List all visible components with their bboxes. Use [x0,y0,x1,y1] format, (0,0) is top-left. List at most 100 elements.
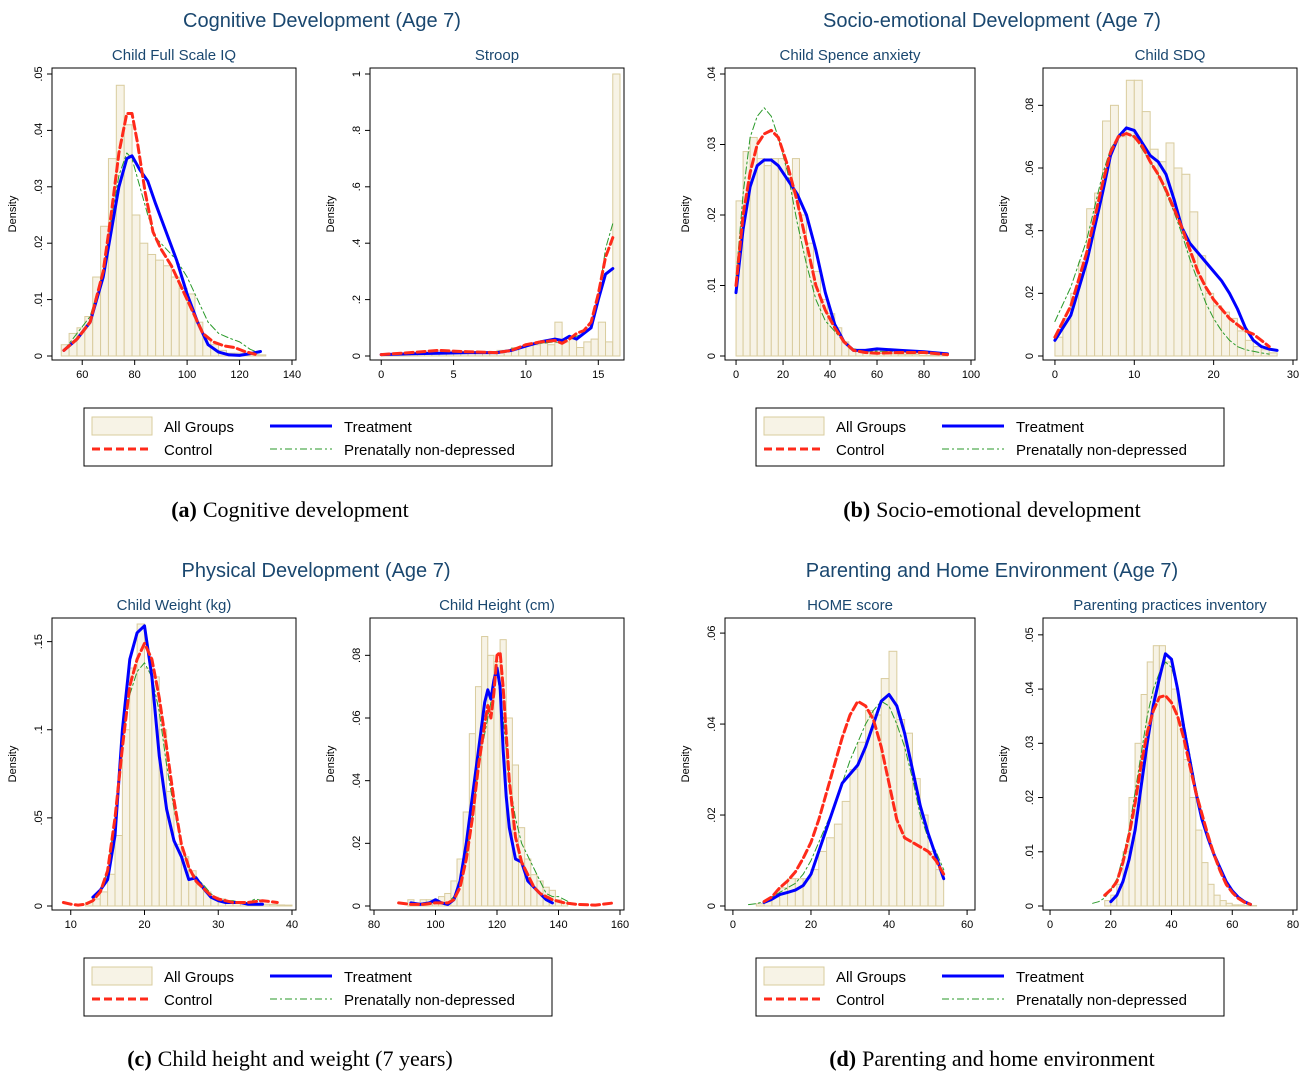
hist-bar [1183,759,1191,907]
hist-bar [784,179,793,357]
x-tick-label: 100 [178,369,196,381]
x-tick-label: 20 [1208,369,1220,381]
hist-bar [1244,339,1254,357]
y-tick-label: 0 [1024,903,1036,909]
hist-bar [1201,862,1209,907]
chart-5: Child Weight (kg) 10 20 30 40 0 .05 .1 .15 Densit… [7,597,298,931]
legend-all-label: All Groups [836,419,906,436]
x-tick-label: 160 [611,919,629,931]
hist-bar [857,741,867,907]
y-axis-label: Density [998,745,1010,782]
y-tick-label: .03 [706,137,718,152]
legend-control-label: Control [164,442,212,459]
y-axis-label: Density [998,195,1010,232]
y-tick-label: .06 [706,625,718,640]
plot-frame [51,617,297,911]
series-treatment-line [379,267,615,357]
y-tick-label: 0 [351,903,363,909]
x-tick-label: 40 [1165,919,1177,931]
y-tick-label: .04 [706,716,718,731]
y-tick-label: .02 [1024,286,1036,301]
hist-bar [1158,645,1166,907]
plot-frame [1042,67,1298,361]
hist-bar [826,837,835,907]
hist-bar [114,835,123,907]
series-treatment-line [762,693,946,904]
hist-bar [1149,148,1159,357]
x-tick-label: 40 [883,919,895,931]
x-tick-label: 80 [1287,919,1299,931]
hist-bar [1219,900,1227,907]
x-tick-label: 100 [962,369,980,381]
x-tick-label: 100 [426,919,444,931]
hist-bar [115,84,125,357]
hist-bar [1171,688,1179,907]
hist-bar [1205,292,1215,357]
hist-bar [818,850,828,907]
caption-b-label: (b) [843,497,870,522]
hist-bar [163,265,172,357]
chart-title: Child Height (cm) [439,597,555,614]
y-tick-label: .06 [351,710,363,725]
y-tick-label: 0 [33,353,45,359]
x-tick-label: 120 [230,369,248,381]
legend-box [83,407,553,467]
legend-all-swatch [91,966,153,986]
hist-bar [547,344,556,357]
caption-d: (d) Parenting and home environment [829,1046,1155,1071]
hist-bar [756,158,765,357]
hist-bar [1140,694,1148,907]
y-axis-label: Density [325,195,337,232]
hist-bar [841,800,851,907]
y-tick-label: .06 [1024,160,1036,175]
y-tick-label: 0 [1024,353,1036,359]
hist-bar [136,623,145,907]
hist-bar [1177,721,1185,907]
panel-c-title: Physical Development (Age 7) [181,560,450,582]
hist-bar [155,259,165,357]
y-tick-label: .05 [1024,627,1036,642]
hist-bar [1195,829,1203,907]
hist-bar [139,242,149,357]
y-tick-label: .01 [706,278,718,293]
hist-bar [131,214,141,357]
y-tick-label: .02 [33,236,45,251]
y-tick-label: .02 [706,807,718,822]
hist-bar [794,878,804,907]
series-pnd-line [735,107,948,356]
legend-all-label: All Groups [836,969,906,986]
chart-3: Child Spence anxiety 0 20 40 60 80 100 0 .01 .02.… [680,47,980,381]
chart-6: Child Height (cm) 80 100 120 140 160 0 .02 .04 .0… [325,597,629,931]
hist-bar [1268,352,1278,357]
legends-layer: All Groups Treatment Control Prenatally non… [83,407,1225,1017]
legend-pnd-label: Prenatally non-depressed [1016,992,1187,1009]
caption-c-text: Child height and weight (7 years) [158,1046,453,1071]
x-tick-label: 0 [733,369,739,381]
series-control-line [62,112,257,356]
y-tick-label: .04 [706,66,718,81]
y-tick-label: .02 [1024,790,1036,805]
hist-bar [925,354,934,357]
x-tick-label: 20 [138,919,150,931]
x-tick-label: 40 [824,369,836,381]
histogram [755,650,945,907]
hist-bar [276,904,286,907]
y-tick-label: .08 [1024,98,1036,113]
series-pnd-line [380,223,614,356]
chart-title: Child Weight (kg) [117,597,232,614]
hist-bar [583,341,592,357]
x-tick-label: 30 [1287,369,1299,381]
chart-7: HOME score 0 20 40 60 0 .02 .04 .06 Density [680,597,976,931]
chart-title: Child Full Scale IQ [112,47,236,64]
x-tick-label: 20 [777,369,789,381]
legend-pnd-label: Prenatally non-depressed [1016,442,1187,459]
y-tick-label: .01 [1024,844,1036,859]
chart-title: Child Spence anxiety [780,47,921,64]
hist-bar [763,165,772,357]
plot-frame [724,67,976,361]
hist-bar [597,321,607,357]
series-pnd-line [748,700,945,906]
hist-bar [144,667,153,907]
x-tick-label: 60 [76,369,88,381]
x-tick-label: 30 [212,919,224,931]
